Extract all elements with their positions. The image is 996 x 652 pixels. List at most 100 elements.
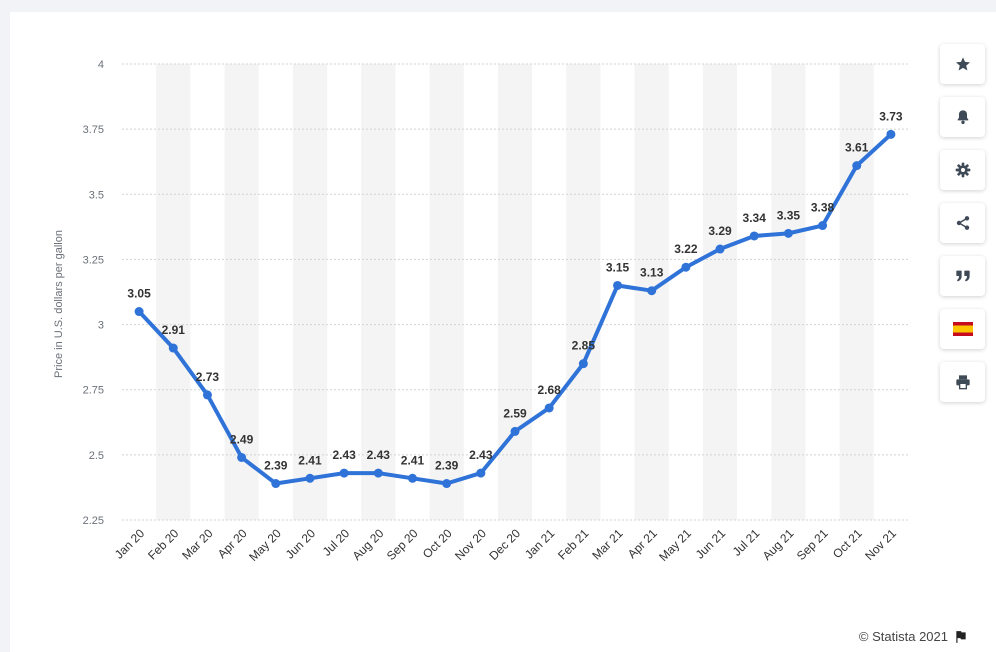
data-point[interactable] [476,468,486,478]
data-point[interactable] [134,307,144,317]
data-point[interactable] [818,221,828,231]
x-tick-label: Mar 21 [589,526,626,563]
data-point[interactable] [202,390,212,400]
column-band [566,64,601,520]
data-label: 3.34 [743,211,767,225]
gear-icon [955,162,970,178]
data-label: 3.35 [777,208,801,222]
data-point[interactable] [168,343,178,353]
x-tick-label: Oct 20 [420,526,455,561]
bell-icon [957,110,968,124]
data-point[interactable] [715,244,725,254]
y-tick-labels: 4 3.75 3.5 3.25 3 2.75 2.5 2.25 [83,59,104,527]
y-tick-label: 3.25 [83,254,104,266]
share-button[interactable] [940,203,985,243]
data-point[interactable] [749,231,759,241]
data-point[interactable] [373,468,383,478]
star-icon [955,57,970,71]
x-tick-label: Jan 21 [522,526,558,562]
x-tick-label: Dec 20 [486,526,523,563]
data-label: 2.41 [401,453,425,467]
x-tick-label: Jul 21 [730,526,763,559]
x-tick-label: Apr 21 [625,526,660,561]
data-point[interactable] [544,403,554,413]
data-point[interactable] [578,359,588,369]
data-point[interactable] [442,479,452,489]
y-tick-label: 2.5 [89,450,104,462]
printer-icon [955,375,970,390]
data-point[interactable] [271,479,281,489]
footer: © Statista 2021 [859,629,968,644]
x-tick-label: Sep 21 [794,526,831,563]
y-tick-label: 4 [98,59,104,71]
x-tick-label: Sep 20 [384,526,421,563]
x-tick-label: Jul 20 [320,526,353,559]
data-label: 2.41 [298,453,322,467]
data-label: 2.39 [264,459,288,473]
data-point[interactable] [510,426,520,436]
data-label: 2.59 [503,406,527,420]
data-points [134,129,896,489]
x-tick-label: Feb 21 [555,526,592,563]
x-tick-label: May 20 [246,526,284,564]
data-point[interactable] [783,228,793,238]
data-label: 2.39 [435,459,459,473]
data-labels: 3.05 2.91 2.73 2.49 2.39 2.41 2.43 2.43 2.41 2.39… [127,109,903,472]
x-tick-label: Mar 20 [179,526,216,563]
y-tick-label: 3 [98,320,104,332]
data-label: 3.61 [845,141,869,155]
data-label: 3.73 [879,109,903,123]
x-tick-label: Nov 21 [862,526,899,563]
x-tick-label: Jan 20 [112,526,148,562]
data-point[interactable] [613,280,623,290]
print-button[interactable] [940,362,985,402]
line-chart: 4 3.75 3.5 3.25 3 2.75 2.5 2.25 Price in U.S. d… [53,59,908,564]
data-point[interactable] [339,468,349,478]
notification-button[interactable] [940,97,985,137]
column-band [771,64,806,520]
column-band [429,64,464,520]
cite-button[interactable] [940,256,985,296]
favorite-button[interactable] [940,44,985,84]
data-point[interactable] [852,161,862,171]
data-label: 3.22 [674,242,698,256]
column-band [702,64,738,520]
toolbar [940,44,985,415]
y-tick-label: 2.25 [83,515,104,527]
share-icon [956,216,969,230]
x-tick-label: Oct 21 [830,526,865,561]
data-label: 2.43 [367,448,391,462]
data-point[interactable] [237,452,247,462]
column-band [497,64,533,520]
chart-card: 4 3.75 3.5 3.25 3 2.75 2.5 2.25 Price in U.S. d… [10,12,996,652]
settings-button[interactable] [940,150,985,190]
column-band [224,64,259,520]
column-band [361,64,396,520]
data-point[interactable] [647,286,657,296]
x-tick-label: Jun 20 [283,526,319,562]
data-label: 2.73 [196,370,220,384]
x-tick-label: Nov 20 [452,526,489,563]
x-tick-label: Aug 21 [760,526,797,563]
language-button[interactable] [940,309,985,349]
data-label: 2.43 [469,448,493,462]
copyright-text: © Statista 2021 [858,629,948,644]
x-tick-label: Jun 21 [693,526,729,562]
y-tick-label: 3.75 [83,124,104,136]
y-axis-title: Price in U.S. dollars per gallon [53,230,65,378]
data-label: 2.91 [162,323,186,337]
grid-lines [122,63,908,521]
column-band [839,64,874,520]
data-point[interactable] [681,262,691,272]
y-tick-label: 3.5 [89,189,104,201]
data-label: 2.43 [332,448,356,462]
data-label: 3.05 [127,287,151,301]
data-point[interactable] [407,473,417,483]
data-point[interactable] [886,129,896,139]
data-label: 3.15 [606,260,630,274]
flag-icon[interactable] [954,630,968,644]
x-tick-label: Apr 20 [215,526,250,561]
data-point[interactable] [305,473,315,483]
quote-icon [955,270,970,282]
